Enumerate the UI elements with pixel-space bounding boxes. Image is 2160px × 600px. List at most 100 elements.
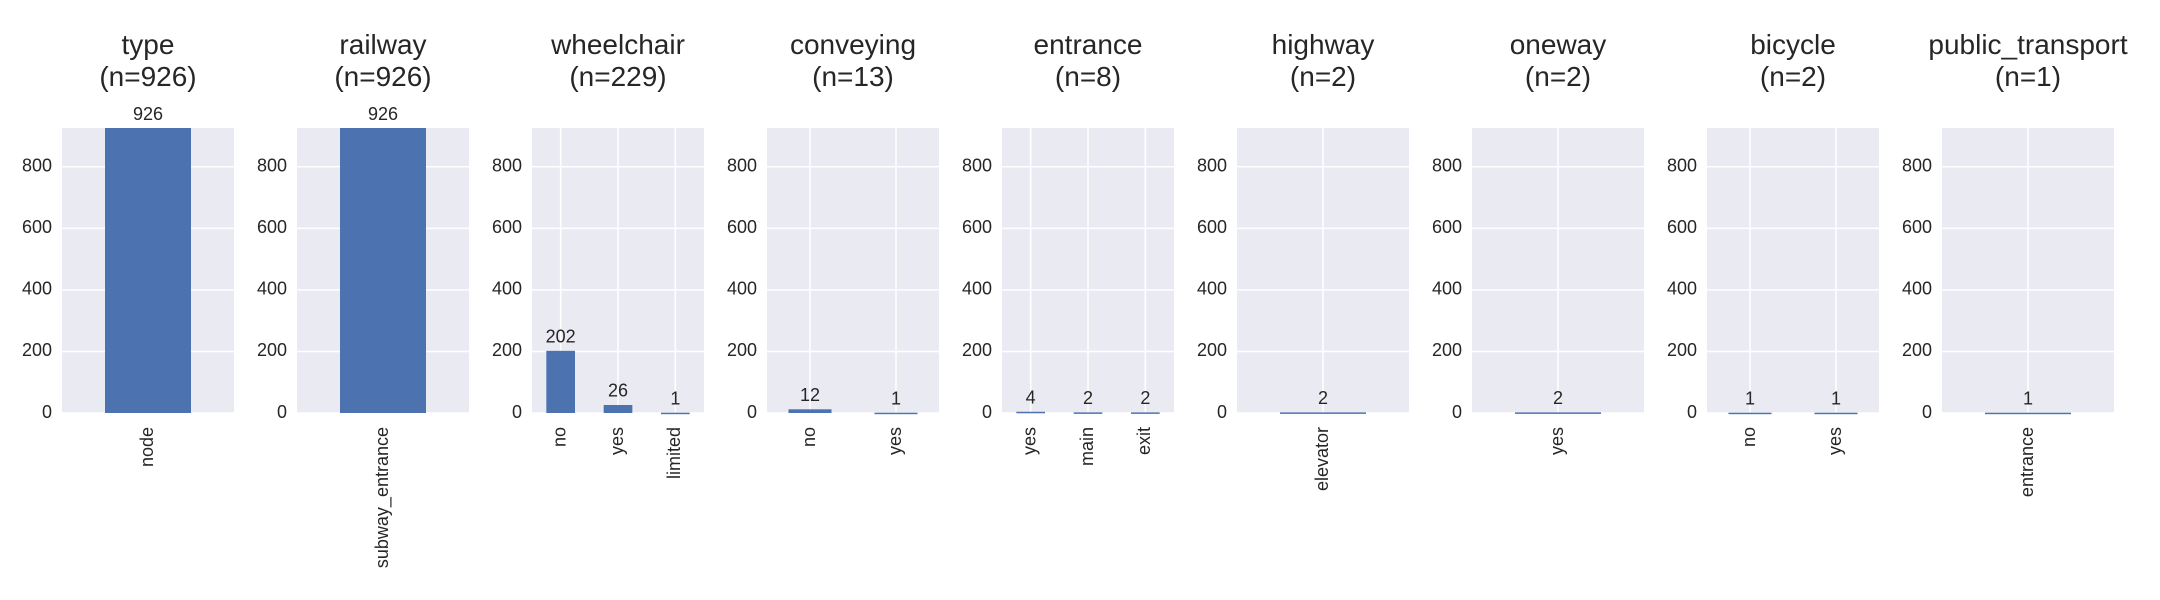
bar <box>788 409 832 413</box>
y-tick-label: 200 <box>1432 340 1462 360</box>
bar <box>105 128 191 413</box>
y-tick-label: 200 <box>727 340 757 360</box>
y-tick-label: 600 <box>1432 217 1462 237</box>
bar <box>340 128 426 413</box>
y-tick-label: 400 <box>1197 279 1227 299</box>
y-tick-label: 600 <box>1667 217 1697 237</box>
bar <box>1728 412 1772 415</box>
chart-title: highway (n=2) <box>1272 29 1375 92</box>
x-tick-label: main <box>1077 427 1097 466</box>
y-tick-label: 800 <box>1902 156 1932 176</box>
y-tick-label: 400 <box>1902 279 1932 299</box>
y-tick-label: 400 <box>257 279 287 299</box>
plot-background <box>1707 128 1879 413</box>
y-tick-label: 400 <box>727 279 757 299</box>
y-tick-label: 400 <box>962 279 992 299</box>
x-tick-label: limited <box>664 427 684 479</box>
y-tick-label: 0 <box>1687 402 1697 422</box>
chart-title: entrance (n=8) <box>1034 29 1143 92</box>
y-tick-label: 600 <box>1197 217 1227 237</box>
chart-title: public_transport (n=1) <box>1928 29 2127 92</box>
y-tick-label: 800 <box>727 156 757 176</box>
value-label: 1 <box>1745 388 1755 408</box>
y-tick-label: 200 <box>1902 340 1932 360</box>
y-tick-label: 600 <box>727 217 757 237</box>
x-tick-label: yes <box>885 427 905 455</box>
subplot: public_transport (n=1) 0 200 400 600 800 1 entra… <box>1902 29 2128 497</box>
x-tick-label: exit <box>1134 427 1154 455</box>
bar <box>1016 411 1045 414</box>
y-tick-label: 200 <box>1667 340 1697 360</box>
subplot: railway (n=926) 0 200 400 600 800 926 subway_ent… <box>257 29 469 568</box>
y-tick-label: 800 <box>257 156 287 176</box>
subplot: highway (n=2) 0 200 400 600 800 2 elevator <box>1197 29 1409 491</box>
x-tick-label: elevator <box>1312 427 1332 491</box>
y-tick-label: 800 <box>1197 156 1227 176</box>
chart-title: conveying (n=13) <box>790 29 916 92</box>
y-tick-label: 600 <box>1902 217 1932 237</box>
y-tick-label: 600 <box>492 217 522 237</box>
y-tick-label: 0 <box>42 402 52 422</box>
y-tick-label: 400 <box>22 279 52 299</box>
value-label: 1 <box>2023 388 2033 408</box>
value-label: 2 <box>1553 388 1563 408</box>
y-tick-label: 0 <box>512 402 522 422</box>
x-tick-label: yes <box>1825 427 1845 455</box>
bar <box>546 350 575 413</box>
y-tick-label: 200 <box>257 340 287 360</box>
value-label: 926 <box>133 104 163 124</box>
bar <box>874 412 918 415</box>
bar <box>1985 412 2071 415</box>
x-tick-label: node <box>137 427 157 467</box>
y-tick-label: 400 <box>1432 279 1462 299</box>
x-tick-label: yes <box>1547 427 1567 455</box>
value-label: 2 <box>1083 388 1093 408</box>
y-tick-label: 800 <box>962 156 992 176</box>
y-tick-label: 200 <box>962 340 992 360</box>
y-tick-label: 200 <box>22 340 52 360</box>
chart-title: railway (n=926) <box>334 29 431 92</box>
y-tick-label: 600 <box>22 217 52 237</box>
y-tick-label: 0 <box>747 402 757 422</box>
x-tick-label: no <box>1739 427 1759 447</box>
x-tick-label: yes <box>1019 427 1039 455</box>
y-tick-label: 800 <box>1432 156 1462 176</box>
y-tick-label: 600 <box>962 217 992 237</box>
chart-title: bicycle (n=2) <box>1750 29 1836 92</box>
value-label: 1 <box>1831 388 1841 408</box>
bar <box>1515 412 1601 414</box>
y-tick-label: 400 <box>492 279 522 299</box>
bar <box>1280 412 1366 414</box>
value-label: 12 <box>800 385 820 405</box>
bar <box>1073 412 1103 414</box>
x-tick-label: no <box>549 427 569 447</box>
value-label: 2 <box>1318 388 1328 408</box>
value-label: 2 <box>1140 388 1150 408</box>
x-tick-label: yes <box>607 427 627 455</box>
subplot: bicycle (n=2) 0 200 400 600 800 1 no 1 yes <box>1667 29 1879 455</box>
y-tick-label: 0 <box>277 402 287 422</box>
subplot: wheelchair (n=229) 0 200 400 600 800 202 no 26 yes… <box>492 29 704 479</box>
y-tick-label: 0 <box>1922 402 1932 422</box>
value-label: 202 <box>546 327 576 347</box>
subplot: entrance (n=8) 0 200 400 600 800 4 yes 2 main 2 exit <box>962 29 1174 466</box>
bar <box>603 404 633 413</box>
y-tick-label: 800 <box>492 156 522 176</box>
y-tick-label: 0 <box>1452 402 1462 422</box>
y-tick-label: 200 <box>492 340 522 360</box>
bar <box>1814 412 1858 415</box>
x-tick-label: no <box>799 427 819 447</box>
value-label: 926 <box>368 104 398 124</box>
subplot: type (n=926) 0 200 400 600 800 926 node <box>22 29 234 467</box>
subplot: conveying (n=13) 0 200 400 600 800 12 no 1 yes <box>727 29 939 455</box>
y-tick-label: 200 <box>1197 340 1227 360</box>
value-label: 1 <box>670 388 680 408</box>
chart-title: wheelchair (n=229) <box>550 29 685 92</box>
bar <box>661 412 690 415</box>
y-tick-label: 800 <box>22 156 52 176</box>
bar <box>1131 412 1160 414</box>
y-tick-label: 600 <box>257 217 287 237</box>
y-tick-label: 400 <box>1667 279 1697 299</box>
